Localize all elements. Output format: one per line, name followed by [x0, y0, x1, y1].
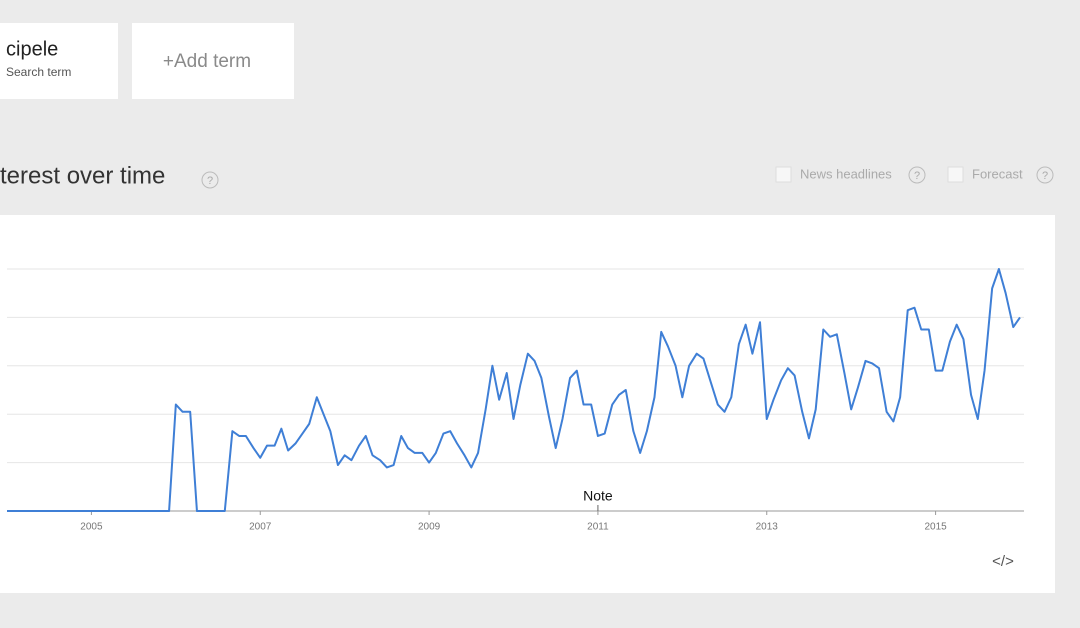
help-icon[interactable]: [908, 166, 926, 184]
x-tick-label: 2013: [756, 522, 779, 533]
x-tick-label: 2015: [924, 522, 947, 533]
line: [7, 268, 1021, 512]
add-term[interactable]: +Add term: [163, 51, 251, 72]
option-label[interactable]: News headlines: [800, 166, 892, 181]
x-tick-label: 2007: [249, 522, 272, 533]
x-tick-label: 2011: [587, 522, 609, 533]
checkbox[interactable]: [775, 166, 792, 183]
plot: 2005 2007 2009 2011 2013 2015 Note: [7, 268, 1024, 533]
embed-button[interactable]: </>: [992, 553, 1014, 570]
chart-card: [0, 215, 1055, 593]
add-term-card[interactable]: [132, 23, 294, 99]
help-icon-text: ?: [1042, 170, 1048, 182]
annotation: Note: [583, 488, 613, 504]
section-title: terest over time: [0, 162, 165, 189]
help-icon[interactable]: [1036, 166, 1054, 184]
help-icon[interactable]: [201, 171, 219, 189]
help-icon-text: ?: [914, 170, 920, 182]
term-label: Search term: [6, 65, 71, 79]
term-card[interactable]: [0, 23, 118, 99]
x-tick-label: 2009: [418, 522, 441, 533]
term: cipele: [6, 38, 58, 60]
option-label[interactable]: Forecast: [972, 166, 1023, 181]
help-icon-text: ?: [207, 175, 213, 187]
x-tick-label: 2005: [80, 522, 103, 533]
checkbox[interactable]: [947, 166, 964, 183]
